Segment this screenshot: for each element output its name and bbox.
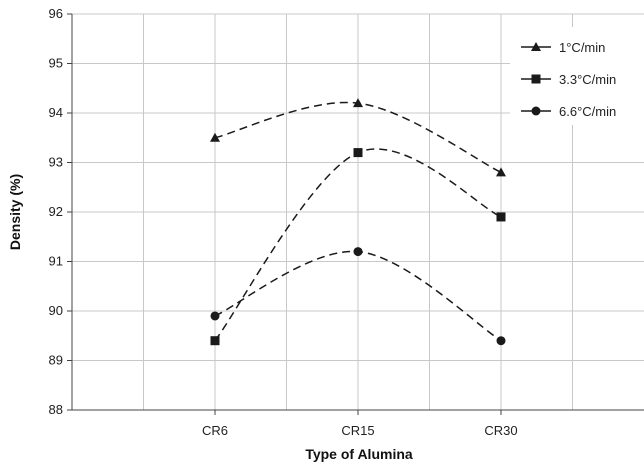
y-tick-label: 93 <box>49 155 63 170</box>
data-point-triangle <box>353 98 363 108</box>
x-tick-label: CR15 <box>341 423 374 438</box>
series-group <box>210 98 506 346</box>
y-axis-title: Density (%) <box>7 174 23 250</box>
x-tick-label: CR30 <box>484 423 517 438</box>
y-tick-label: 95 <box>49 56 63 71</box>
data-point-circle <box>496 336 506 346</box>
axes: 88 89 90 91 92 93 94 95 96 CR6 CR15 CR30 <box>49 6 644 438</box>
legend-label: 6.6°C/min <box>559 104 616 119</box>
legend-marker-square <box>531 74 541 84</box>
x-tick-label: CR6 <box>202 423 228 438</box>
data-point-square <box>210 336 220 346</box>
y-tick-label: 89 <box>49 353 63 368</box>
legend-label: 1°C/min <box>559 40 605 55</box>
legend-label: 3.3°C/min <box>559 72 616 87</box>
data-point-square <box>353 148 363 158</box>
legend-marker-triangle <box>531 42 541 51</box>
y-tick-label: 90 <box>49 303 63 318</box>
y-tick-label: 91 <box>49 254 63 269</box>
legend: 1°C/min 3.3°C/min 6.6°C/min <box>510 27 644 125</box>
data-point-triangle <box>210 132 220 142</box>
data-point-triangle <box>496 167 506 177</box>
y-tick-label: 92 <box>49 204 63 219</box>
data-point-circle <box>210 311 220 321</box>
y-tick-label: 88 <box>49 402 63 417</box>
data-point-square <box>496 212 506 222</box>
x-axis-title: Type of Alumina <box>305 446 413 462</box>
y-tick-label: 94 <box>49 105 63 120</box>
y-tick-label: 96 <box>49 6 63 21</box>
data-point-circle <box>353 247 363 257</box>
legend-marker-circle <box>531 106 541 116</box>
